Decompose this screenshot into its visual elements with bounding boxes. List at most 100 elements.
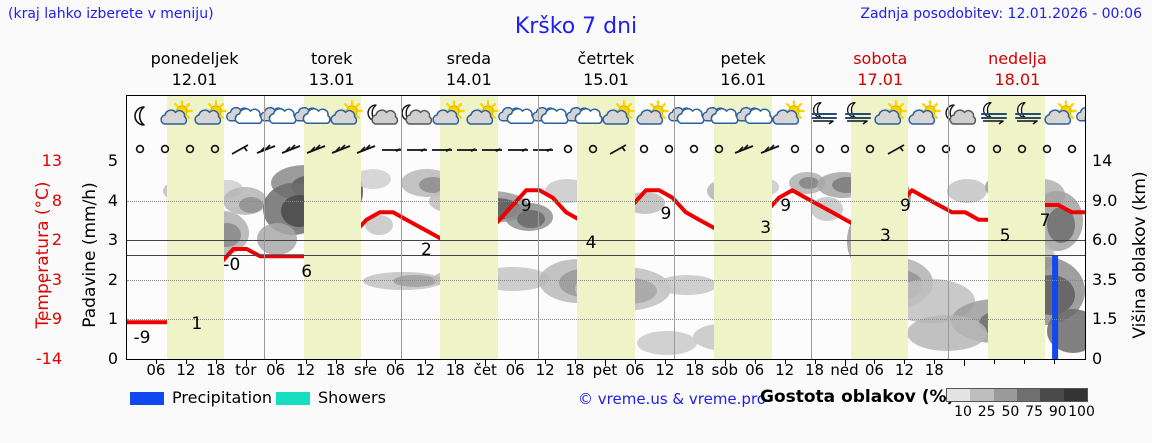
weather-icon-partly-cloudy-sun [874, 96, 909, 136]
wind-barb-barb [329, 136, 354, 161]
weather-icon-partly-cloudy-sun [772, 96, 807, 136]
precipitation-axis-ticks: 5 4 3 2 1 0 [96, 95, 118, 368]
wind-barb-barb [732, 136, 757, 161]
cloud-scale-step-1 [970, 389, 994, 401]
precipitation-legend-label: Precipitation [172, 388, 273, 407]
temperature-point-label-8: 3 [760, 218, 772, 239]
wind-barb-calm [1034, 136, 1059, 161]
cloud-height-tick-3: 3.5 [1092, 269, 1118, 289]
weather-icon-moon-cloud [943, 96, 977, 136]
weather-icon-partly-cloudy-sun [602, 96, 637, 136]
x-axis-label-20: 06 [745, 361, 765, 379]
x-axis-tick [904, 360, 906, 364]
precipitation-tick-5: 0 [107, 349, 118, 368]
wind-barb-calm [203, 136, 228, 161]
cloud-scale-label-4: 90 [1048, 404, 1067, 420]
wind-barb-calm [1009, 136, 1034, 161]
day-date: 13.01 [308, 70, 355, 89]
wind-barb-calm [681, 136, 706, 161]
x-axis-label-12: 06 [505, 361, 525, 379]
weather-icon-cloudy [736, 96, 773, 136]
showers-legend-label: Showers [318, 388, 386, 407]
wind-barb-calm [1060, 136, 1085, 161]
cloud-scale-label-2: 50 [1001, 404, 1020, 420]
precipitation-tick-3: 2 [107, 269, 118, 289]
cloud-patch [657, 275, 717, 295]
weather-icon-cloudy [226, 96, 263, 136]
page-title: Krško 7 dni [514, 14, 638, 39]
wind-barb-barb [278, 136, 303, 161]
cloud-height-tick-0: 14 [1092, 151, 1113, 170]
wind-barb-calm [858, 136, 883, 161]
day-separator-1 [263, 96, 265, 359]
wind-barb-barb-flat [379, 136, 404, 161]
temperature-point-label-3: 6 [301, 262, 313, 283]
temperature-point-label-5: 9 [520, 196, 532, 217]
x-axis-label-22: 18 [805, 361, 825, 379]
day-header-4: petek 16.01 [675, 48, 812, 92]
x-axis-tick [1024, 360, 1026, 364]
x-axis-tick [365, 360, 367, 366]
weather-icon-moon-fog [1011, 96, 1045, 136]
copyright-link[interactable]: © vreme.us & vreme.pro [578, 390, 766, 408]
precipitation-tick-4: 1 [107, 309, 118, 329]
temperature-point-label-0: -9 [133, 328, 151, 349]
x-axis-tick [395, 360, 397, 364]
wind-barb-calm [782, 136, 807, 161]
wind-barb-calm [959, 136, 984, 161]
gridline-3 [127, 279, 1085, 281]
wind-barb-calm [807, 136, 832, 161]
plot-area: -9 1 -0 6 2 9 4 9 3 9 3 9 5 7 [127, 96, 1085, 359]
wind-barb-calm [631, 136, 656, 161]
wind-barb-calm [984, 136, 1009, 161]
gridline-1 [127, 200, 1085, 202]
wind-barb-calm [656, 136, 681, 161]
x-axis-label-17: 12 [655, 361, 675, 379]
x-axis-tick [215, 360, 217, 364]
wind-barb-calm [908, 136, 933, 161]
x-axis-label-24: 06 [864, 361, 884, 379]
x-axis-label-9: 12 [415, 361, 435, 379]
temperature-tick-1: 8 [51, 190, 62, 210]
weather-icon-cloudy [498, 96, 535, 136]
daylight-band-6 [987, 161, 1046, 359]
day-separator-2 [400, 96, 402, 359]
cloud-scale-step-2 [993, 389, 1017, 401]
x-axis-tick [245, 360, 247, 366]
x-axis-label-11: čet [473, 361, 497, 379]
cloud-density-legend-title: Gostota oblakov (%) [760, 387, 955, 407]
weather-icon-row [127, 96, 1085, 136]
x-axis-label-4: 06 [266, 361, 286, 379]
cloud-scale-step-5 [1063, 389, 1087, 401]
cloud-patch [799, 177, 819, 189]
weather-icon-cloudy [260, 96, 297, 136]
meteogram-chart[interactable]: -9 1 -0 6 2 9 4 9 3 9 3 9 5 7 [126, 95, 1086, 360]
x-axis-tick [425, 360, 427, 364]
cloud-height-tick-4: 1.5 [1092, 309, 1118, 329]
weather-icon-partly-cloudy-sun [194, 96, 229, 136]
x-axis-label-3: tor [235, 361, 257, 379]
wind-barb-barb [354, 136, 379, 161]
daylight-band-4 [714, 161, 772, 359]
temperature-tick-0: 13 [41, 151, 62, 170]
temperature-point-label-12: 5 [999, 225, 1011, 246]
last-update-stamp: Zadnja posodobitev: 12.01.2026 - 00:06 [860, 6, 1142, 22]
temperature-point-label-4: 2 [420, 240, 432, 261]
x-axis-label-0: 06 [146, 361, 166, 379]
cloud-scale-label-3: 75 [1025, 404, 1044, 420]
x-axis-label-23: ned [830, 361, 859, 379]
x-axis-label-7: sre [354, 361, 377, 379]
x-axis-tick [964, 360, 966, 366]
x-axis-tick [724, 360, 726, 366]
temperature-point-label-9: 9 [780, 196, 792, 217]
cloud-patch [419, 177, 447, 193]
x-axis-tick [754, 360, 756, 364]
day-name: četrtek [577, 49, 635, 68]
cloud-patch [365, 215, 393, 235]
wind-barb-barb-flat [480, 136, 505, 161]
day-date: 17.01 [857, 70, 904, 89]
x-axis-label-10: 18 [445, 361, 465, 379]
temperature-tick-3: -3 [46, 269, 62, 289]
x-axis-labels: 06 12 18 tor 06 12 18 sre 06 12 18 čet 06 12 18 pet 06 12… [126, 361, 1086, 381]
day-date: 18.01 [994, 70, 1041, 89]
